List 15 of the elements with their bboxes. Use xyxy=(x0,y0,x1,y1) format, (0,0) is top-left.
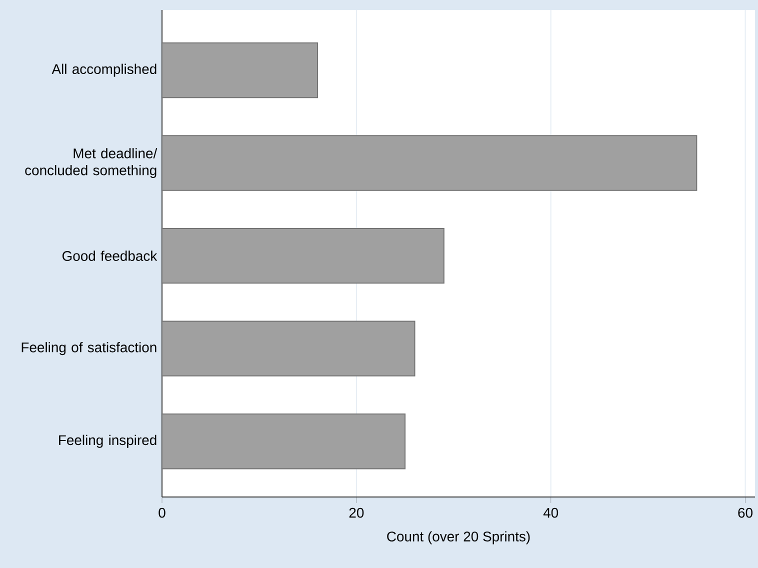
x-axis-title: Count (over 20 Sprints) xyxy=(387,531,530,544)
bar xyxy=(162,413,406,470)
bar xyxy=(162,320,416,376)
x-tick-label: 40 xyxy=(543,508,558,518)
y-tick-label: Good feedback xyxy=(62,250,158,261)
bar xyxy=(162,228,444,284)
y-tick-label: Feeling of satisfaction xyxy=(22,342,156,356)
x-tick-label: 60 xyxy=(738,508,752,518)
x-tick-label: 0 xyxy=(158,508,166,518)
bar xyxy=(162,135,698,191)
y-tick-label: Feeling inspired xyxy=(59,434,156,448)
x-tick-label: 20 xyxy=(349,508,364,518)
bar xyxy=(162,42,318,98)
y-tick-label: Met deadline/concluded something xyxy=(25,148,158,178)
y-tick-label: All accomplished xyxy=(52,64,156,77)
